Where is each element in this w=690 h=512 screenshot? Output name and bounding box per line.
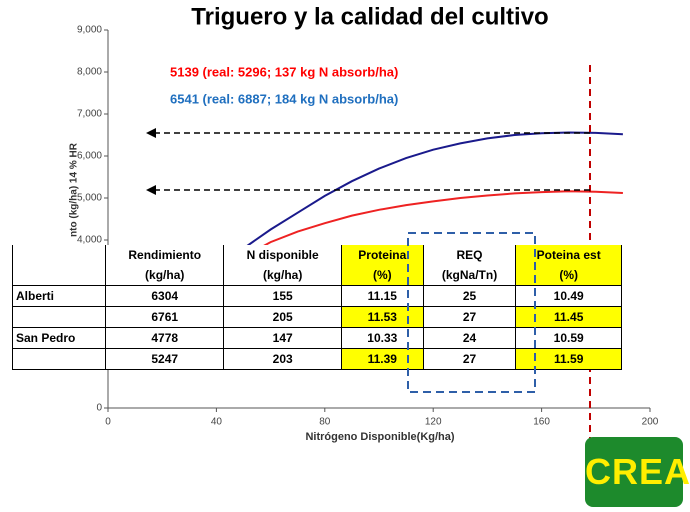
table-cell: (%) — [515, 265, 622, 286]
table-header-row: Rendimiento N disponible Proteina REQ Potein… — [12, 245, 622, 265]
table-cell: 11.45 — [515, 306, 622, 328]
table-cell: 6304 — [104, 285, 225, 307]
table-cell: 10.33 — [340, 327, 424, 349]
arrow-head — [146, 128, 156, 138]
table-cell: 203 — [223, 348, 342, 370]
table-cell: 205 — [223, 306, 342, 328]
x-tick-label: 160 — [533, 417, 550, 428]
table-cell: 27 — [422, 306, 517, 328]
x-tick-label: 200 — [642, 417, 659, 428]
chart-title: Triguero y la calidad del cultivo — [191, 3, 548, 30]
table-cell: 11.39 — [340, 348, 424, 370]
title-bg — [150, 2, 590, 34]
y-tick-label: 9,000 — [77, 25, 102, 36]
table-cell: (kgNa/Tn) — [422, 265, 517, 286]
table-cell: REQ — [422, 245, 517, 265]
table-cell: (kg/ha) — [223, 265, 342, 286]
table-cell: Rendimiento — [104, 245, 225, 265]
table-row: 6761 205 11.53 27 11.45 — [12, 306, 622, 328]
series-line — [215, 190, 623, 275]
table-cell: Alberti — [12, 285, 106, 307]
x-tick-label: 80 — [319, 417, 331, 428]
y-tick-label: 6,000 — [77, 151, 102, 162]
table-cell: 10.49 — [515, 285, 622, 307]
table-header-row: (kg/ha) (kg/ha) (%) (kgNa/Tn) (%) — [12, 265, 622, 286]
table-cell: 11.15 — [340, 285, 424, 307]
table-cell: 155 — [223, 285, 342, 307]
x-tick-label: 40 — [211, 417, 223, 428]
table-row: 5247 203 11.39 27 11.59 — [12, 348, 622, 370]
table-row: San Pedro 4778 147 10.33 24 10.59 — [12, 327, 622, 349]
table-cell: N disponible — [223, 245, 342, 265]
table-cell: 10.59 — [515, 327, 622, 349]
table-row: Alberti 6304 155 11.15 25 10.49 — [12, 285, 622, 307]
y-tick-label: 4,000 — [77, 235, 102, 246]
table-cell — [12, 265, 106, 286]
table-cell: 5247 — [104, 348, 225, 370]
table-cell: Proteina — [340, 245, 424, 265]
table-cell: 25 — [422, 285, 517, 307]
table-cell: 11.53 — [340, 306, 424, 328]
y-axis-label: nto (kg/ha) 14 % HR — [69, 142, 80, 237]
y-tick-label: 5,000 — [77, 193, 102, 204]
logo: CREA — [585, 437, 690, 507]
y-tick-label: 7,000 — [77, 109, 102, 120]
table-cell: San Pedro — [12, 327, 106, 349]
table-cell: Poteina est — [515, 245, 622, 265]
table-cell: 4778 — [104, 327, 225, 349]
y-tick-label: 0 — [96, 403, 102, 414]
annotation: 6541 (real: 6887; 184 kg N absorb/ha) — [170, 91, 398, 106]
table-cell: (%) — [340, 265, 424, 286]
table-cell: 147 — [223, 327, 342, 349]
table-cell: 24 — [422, 327, 517, 349]
arrow-head — [146, 185, 156, 195]
x-tick-label: 120 — [425, 417, 442, 428]
table-cell — [12, 306, 106, 328]
y-tick-label: 8,000 — [77, 67, 102, 78]
table-cell — [12, 245, 106, 265]
table-cell — [12, 348, 106, 370]
data-table: Rendimiento N disponible Proteina REQ Potein… — [12, 245, 622, 370]
x-axis-label: Nitrógeno Disponible(Kg/ha) — [305, 431, 454, 443]
table-cell: (kg/ha) — [104, 265, 225, 286]
table-cell: 6761 — [104, 306, 225, 328]
table-cell: 11.59 — [515, 348, 622, 370]
table-cell: 27 — [422, 348, 517, 370]
annotation: 5139 (real: 5296; 137 kg N absorb/ha) — [170, 64, 398, 79]
x-tick-label: 0 — [105, 417, 111, 428]
